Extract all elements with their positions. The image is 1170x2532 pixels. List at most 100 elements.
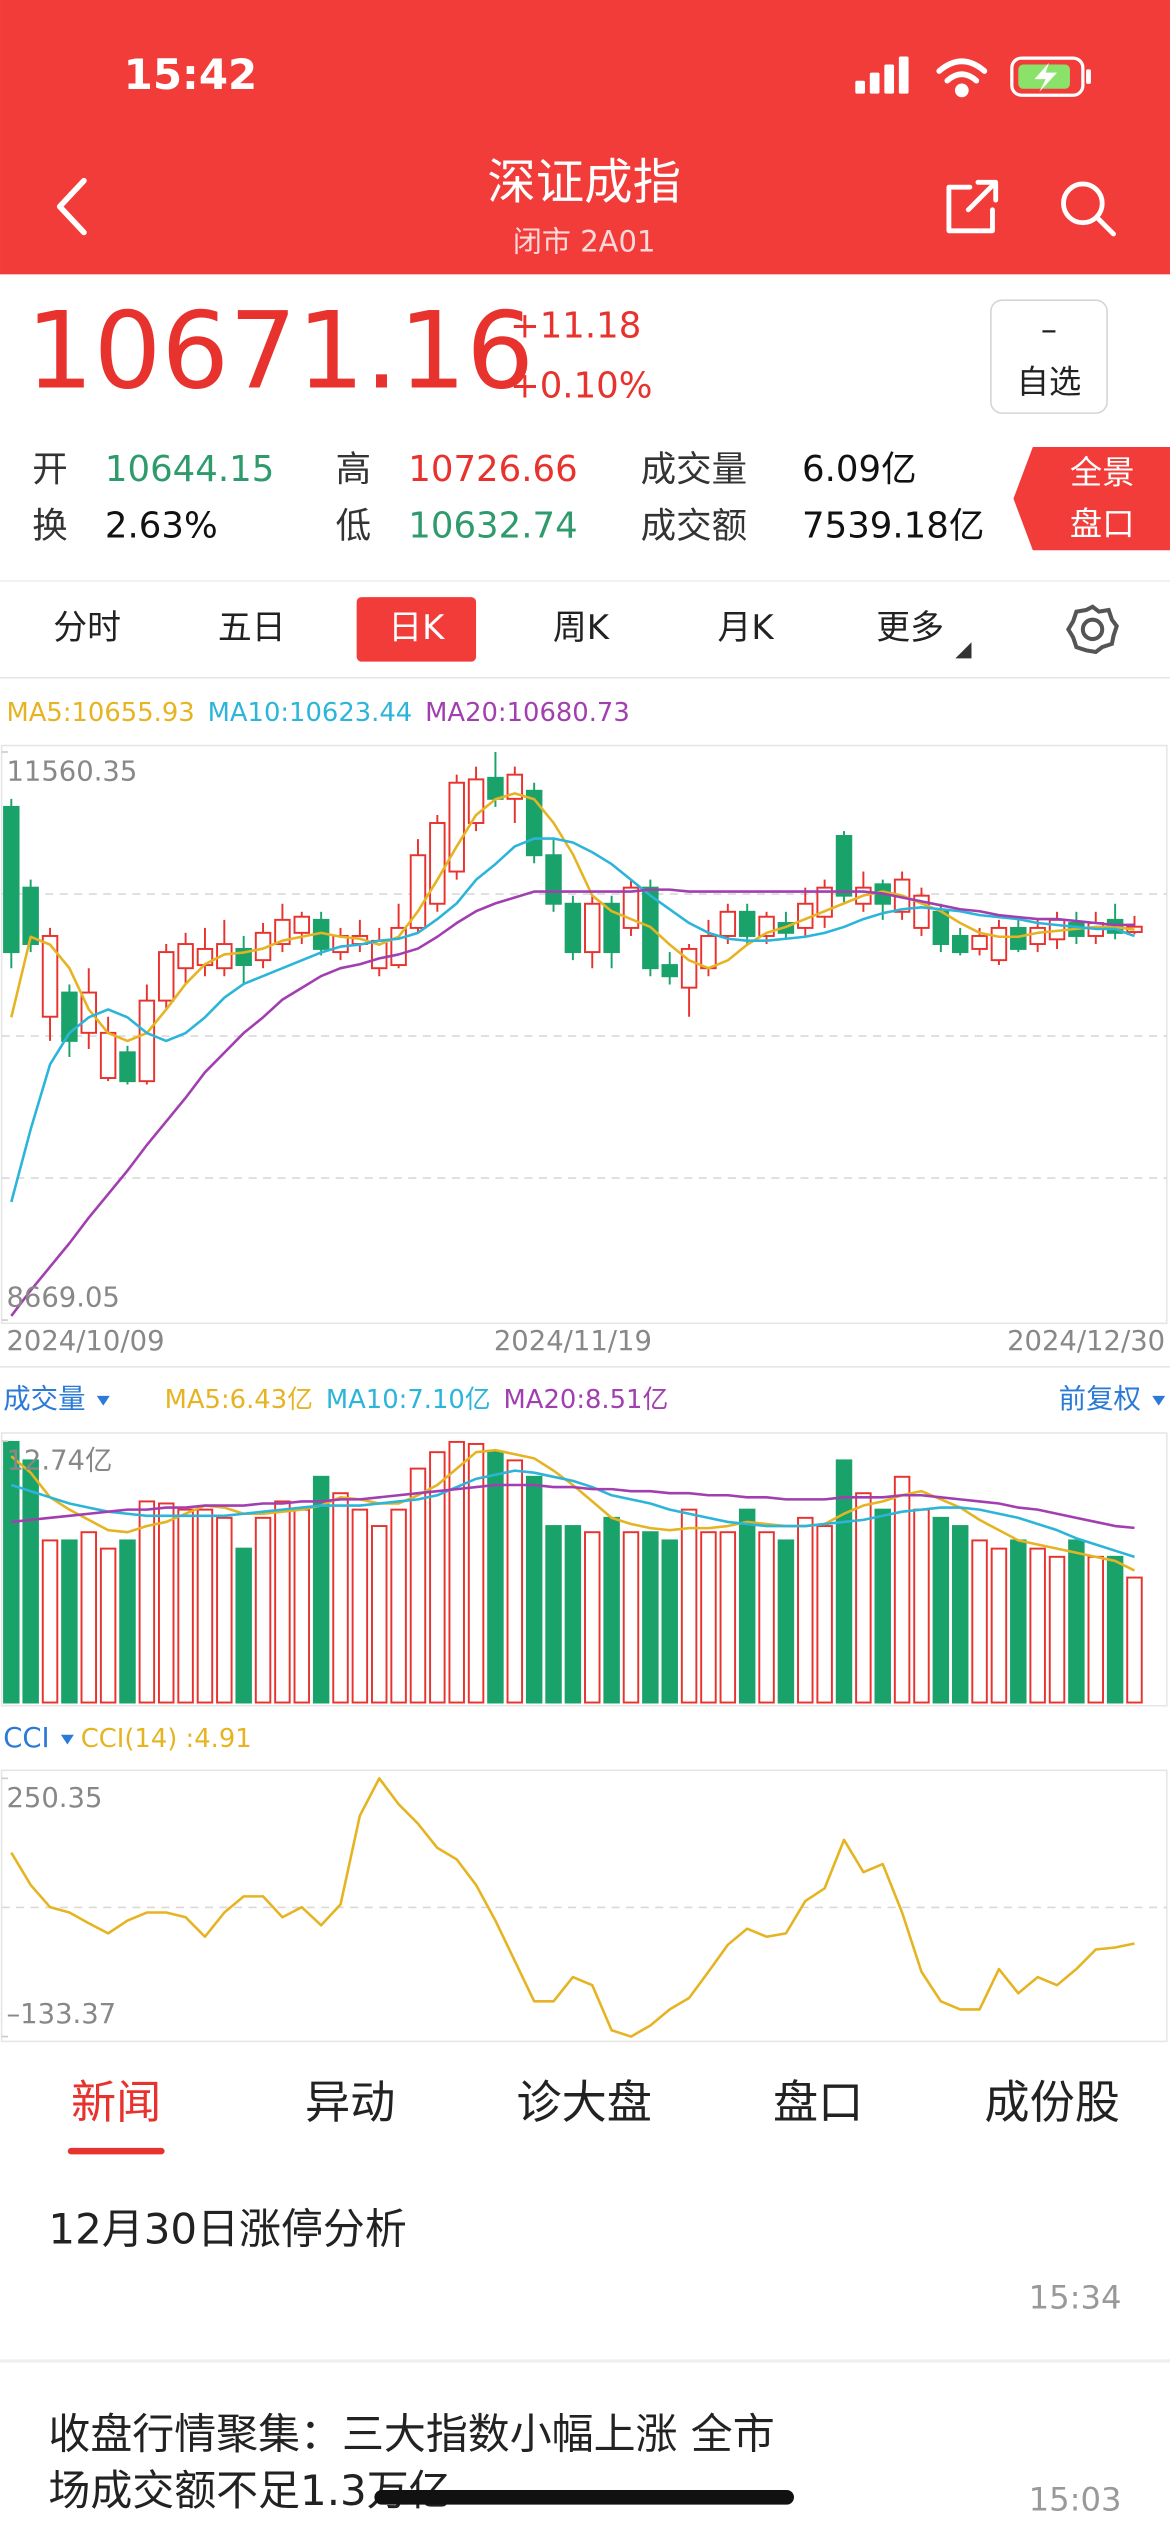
stat-label: 开 [32,449,68,490]
period-tab[interactable]: 更多 [876,608,944,647]
last-price: 10671.16 [26,290,534,414]
volume-bar [390,1508,407,1704]
indicator-selector[interactable]: CCI [3,1723,49,1754]
period-tab[interactable]: 月K [718,608,775,647]
news-tab[interactable]: 诊大盘 [516,2076,652,2129]
volume-bar [1106,1555,1124,1704]
volume-bar [3,1440,20,1704]
candle-body [274,918,291,946]
volume-bar [487,1451,504,1704]
period-tab[interactable]: 周K [553,608,610,647]
news-tab[interactable]: 盘口 [773,2076,863,2129]
volume-bar [603,1516,620,1704]
selector-caret [1152,1395,1166,1406]
volume-bar [138,1500,156,1704]
stat-label: 成交量 [641,449,748,490]
volume-bar [61,1539,78,1704]
candle-body [216,943,233,970]
indicator-line [10,888,1135,1317]
volume-bar [80,1531,97,1704]
indicator-line [10,1448,1136,1572]
panorama-label: 全景 [1070,453,1135,491]
volume-bar [22,1459,39,1704]
price-guides [1,893,1167,1179]
adjust-selector[interactable]: 前复权 [1059,1384,1141,1415]
candle-body [157,951,175,1002]
page-title: 深证成指 [487,155,681,211]
indicator-line [10,792,1135,1043]
candle-body [951,935,969,954]
news-tab[interactable]: 新闻 [71,2076,161,2129]
volume-bar [738,1508,756,1704]
volume-bar [525,1475,543,1704]
back-button[interactable] [56,177,87,236]
y-tick-label: 12.74亿 [6,1446,112,1477]
watchlist-label: 自选 [1017,363,1082,401]
candle-body [22,886,39,946]
search-button[interactable] [1061,181,1116,237]
panorama-button[interactable] [1013,447,1170,551]
candle-body [545,854,562,905]
legend-entry: MA20:8.51亿 [504,1385,669,1415]
volume-bar [196,1508,214,1704]
signal-icon [855,56,909,94]
wifi-icon [936,58,988,98]
period-tabs: 分时 五日 日K 周K 月K 更多 [53,597,944,662]
volume-bar [874,1508,891,1704]
volume-bar [1068,1539,1085,1704]
volume-bar [816,1525,833,1704]
volume-bar [1126,1576,1143,1704]
stat-value: 10726.66 [408,449,577,490]
volume-bar [1010,1539,1027,1704]
share-button[interactable] [946,179,999,234]
legend-entry: MA20:10680.73 [425,698,630,728]
y-tick-label: 11560.35 [6,756,137,787]
stat-value: 10632.74 [408,506,577,547]
volume-bar [216,1516,233,1704]
candle-body [661,964,678,978]
news-title[interactable]: 收盘行情聚集：三大指数小幅上涨 全市 [48,2409,774,2458]
candle-body [971,935,988,950]
period-tab[interactable]: 五日 [218,608,286,647]
candle-body [564,902,582,954]
y-tick-label: –133.37 [6,1999,116,2030]
volume-bar [758,1531,775,1704]
cci-plot-frame [0,1769,1168,2043]
x-tick-label: 2024/11/19 [494,1326,652,1357]
volume-bar [99,1547,117,1704]
volume-bar [797,1516,814,1704]
charts: 2024/10/09 2024/11/19 2024/12/30 11560.35 86… [1,698,1166,2038]
news-time: 15:34 [1029,2279,1122,2317]
volume-bar [274,1500,291,1704]
news-title[interactable]: 12月30日涨停分析 [48,2204,406,2253]
volume-bar [429,1451,446,1704]
volume-bar [254,1516,272,1704]
period-tab[interactable]: 日K [388,608,445,647]
volume-bar [661,1539,678,1704]
volume-bar [564,1525,582,1704]
volume-bar [409,1467,427,1704]
volume-bar [680,1508,698,1704]
candle-body [41,935,59,1018]
candle-body [835,835,853,897]
settings-button[interactable] [1065,604,1119,655]
stat-label: 高 [336,449,372,490]
news-tab[interactable]: 成份股 [984,2076,1120,2129]
indicator-selector[interactable]: 成交量 [3,1384,85,1415]
candle-body [1029,926,1046,946]
volume-bar [119,1539,136,1704]
period-tab[interactable]: 分时 [53,608,121,647]
stat-label: 低 [336,506,372,547]
watchlist-button[interactable] [990,299,1108,414]
news-tab[interactable]: 异动 [305,2076,395,2129]
volume-bar [913,1508,930,1704]
candle-body [138,999,156,1083]
candle-body [603,902,620,954]
volume-bar [41,1539,59,1704]
volume-bar [293,1508,311,1704]
volume-bar [951,1525,969,1704]
candle-body [932,910,950,946]
candle-body [506,773,524,800]
